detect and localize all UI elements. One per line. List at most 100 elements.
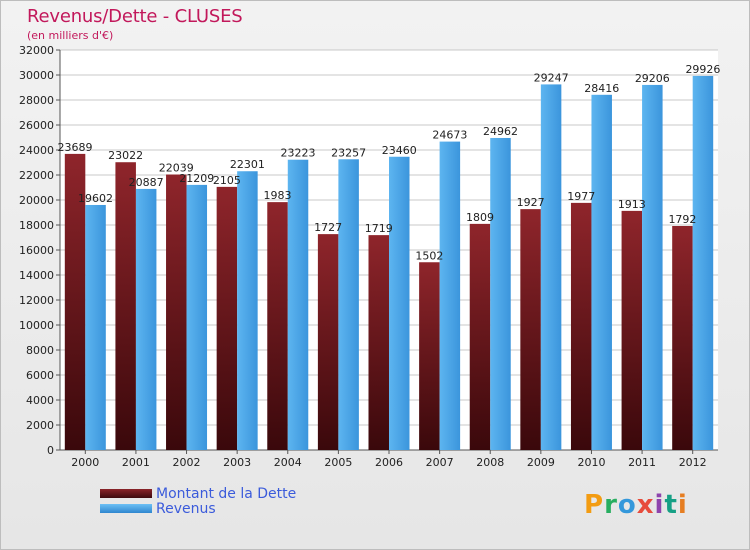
x-tick-label: 2009 bbox=[527, 456, 555, 469]
bar-revenus bbox=[186, 184, 208, 450]
data-label-dette: 1809 bbox=[466, 211, 494, 224]
bar-dette bbox=[64, 153, 86, 450]
x-tick-label: 2012 bbox=[679, 456, 707, 469]
logo-letter: i bbox=[677, 490, 688, 520]
bar-dette bbox=[216, 186, 238, 450]
data-label-revenus: 22301 bbox=[230, 158, 265, 171]
data-label-revenus: 24962 bbox=[483, 125, 518, 138]
x-tick-label: 2008 bbox=[476, 456, 504, 469]
bar-dette bbox=[621, 210, 643, 450]
y-tick-label: 20000 bbox=[19, 194, 54, 207]
bar-dette bbox=[469, 223, 491, 450]
data-label-dette: 1913 bbox=[618, 198, 646, 211]
bar-revenus bbox=[389, 156, 410, 450]
bar-dette bbox=[267, 202, 288, 450]
bar-dette bbox=[570, 202, 592, 450]
bar-revenus bbox=[692, 75, 714, 451]
logo-letter: o bbox=[617, 490, 637, 520]
data-label-revenus: 20887 bbox=[129, 176, 164, 189]
logo-letter: x bbox=[636, 490, 655, 520]
y-tick-label: 6000 bbox=[26, 369, 54, 382]
x-tick-label: 2001 bbox=[122, 456, 150, 469]
bar-dette bbox=[317, 234, 339, 450]
logo-letter: r bbox=[604, 490, 618, 520]
legend-swatch-dette bbox=[100, 489, 152, 498]
data-label-revenus: 28416 bbox=[584, 82, 619, 95]
bar-revenus bbox=[591, 94, 612, 451]
y-tick-label: 10000 bbox=[19, 319, 54, 332]
data-label-dette: 1983 bbox=[264, 189, 292, 202]
y-tick-label: 26000 bbox=[19, 119, 54, 132]
y-tick-label: 14000 bbox=[19, 269, 54, 282]
y-tick-label: 18000 bbox=[19, 219, 54, 232]
logo-letter: t bbox=[664, 490, 678, 520]
y-tick-label: 8000 bbox=[26, 344, 54, 357]
x-tick-label: 2000 bbox=[71, 456, 99, 469]
x-tick-label: 2003 bbox=[223, 456, 251, 469]
data-label-dette: 2105 bbox=[213, 174, 241, 187]
bar-revenus bbox=[540, 84, 562, 450]
data-label-dette: 1719 bbox=[365, 222, 393, 235]
legend: Montant de la Dette Revenus bbox=[100, 485, 297, 517]
x-tick-label: 2004 bbox=[274, 456, 302, 469]
chart-subtitle: (en milliers d'€) bbox=[27, 29, 114, 42]
x-tick-label: 2005 bbox=[324, 456, 352, 469]
logo-letter: i bbox=[654, 490, 665, 520]
bar-revenus bbox=[642, 84, 663, 451]
data-label-dette: 1727 bbox=[314, 221, 342, 234]
bar-revenus bbox=[287, 159, 309, 450]
data-label-revenus: 29247 bbox=[534, 71, 569, 84]
y-tick-label: 28000 bbox=[19, 94, 54, 107]
y-tick-label: 24000 bbox=[19, 144, 54, 157]
data-label-dette: 23689 bbox=[58, 141, 93, 154]
data-label-dette: 1977 bbox=[567, 190, 595, 203]
bar-dette bbox=[368, 235, 389, 450]
bar-revenus bbox=[237, 171, 258, 451]
y-tick-label: 22000 bbox=[19, 169, 54, 182]
x-tick-label: 2011 bbox=[628, 456, 656, 469]
data-label-revenus: 21209 bbox=[179, 172, 214, 185]
legend-swatch-revenus bbox=[100, 504, 152, 513]
x-tick-label: 2002 bbox=[173, 456, 201, 469]
legend-item-revenus: Revenus bbox=[100, 500, 296, 517]
y-tick-label: 32000 bbox=[19, 44, 54, 57]
data-label-revenus: 19602 bbox=[78, 192, 113, 205]
legend-label-dette: Montant de la Dette bbox=[156, 485, 297, 502]
logo-letter: P bbox=[584, 490, 605, 520]
x-tick-label: 2007 bbox=[426, 456, 454, 469]
bar-revenus bbox=[439, 141, 461, 450]
bar-revenus bbox=[135, 188, 157, 450]
data-label-revenus: 24673 bbox=[432, 129, 467, 142]
bar-revenus bbox=[490, 137, 511, 450]
legend-label-revenus: Revenus bbox=[156, 500, 216, 517]
data-label-revenus: 29206 bbox=[635, 72, 670, 85]
y-tick-label: 0 bbox=[47, 444, 54, 457]
bar-dette bbox=[672, 226, 693, 450]
data-label-revenus: 23257 bbox=[331, 146, 366, 159]
bar-dette bbox=[520, 209, 541, 450]
data-label-revenus: 23223 bbox=[281, 147, 316, 160]
data-label-dette: 1792 bbox=[668, 213, 696, 226]
legend-item-dette: Montant de la Dette bbox=[100, 485, 297, 502]
bar-revenus bbox=[338, 159, 359, 450]
bar-dette bbox=[166, 174, 187, 450]
bar-dette bbox=[115, 162, 136, 450]
y-tick-label: 12000 bbox=[19, 294, 54, 307]
data-label-dette: 1927 bbox=[517, 196, 545, 209]
y-tick-label: 16000 bbox=[19, 244, 54, 257]
data-label-dette: 22039 bbox=[159, 162, 194, 175]
chart-title: Revenus/Dette - CLUSES bbox=[27, 6, 243, 27]
data-label-dette: 23022 bbox=[108, 149, 143, 162]
proxiti-logo: Proxiti bbox=[584, 490, 688, 520]
data-label-revenus: 29926 bbox=[685, 63, 720, 76]
y-tick-label: 2000 bbox=[26, 419, 54, 432]
x-tick-label: 2010 bbox=[577, 456, 605, 469]
data-label-revenus: 23460 bbox=[382, 144, 417, 157]
y-tick-label: 30000 bbox=[19, 69, 54, 82]
y-tick-label: 4000 bbox=[26, 394, 54, 407]
x-tick-label: 2006 bbox=[375, 456, 403, 469]
bar-dette bbox=[419, 262, 440, 450]
data-label-dette: 1502 bbox=[415, 249, 443, 262]
bar-revenus bbox=[85, 204, 106, 450]
